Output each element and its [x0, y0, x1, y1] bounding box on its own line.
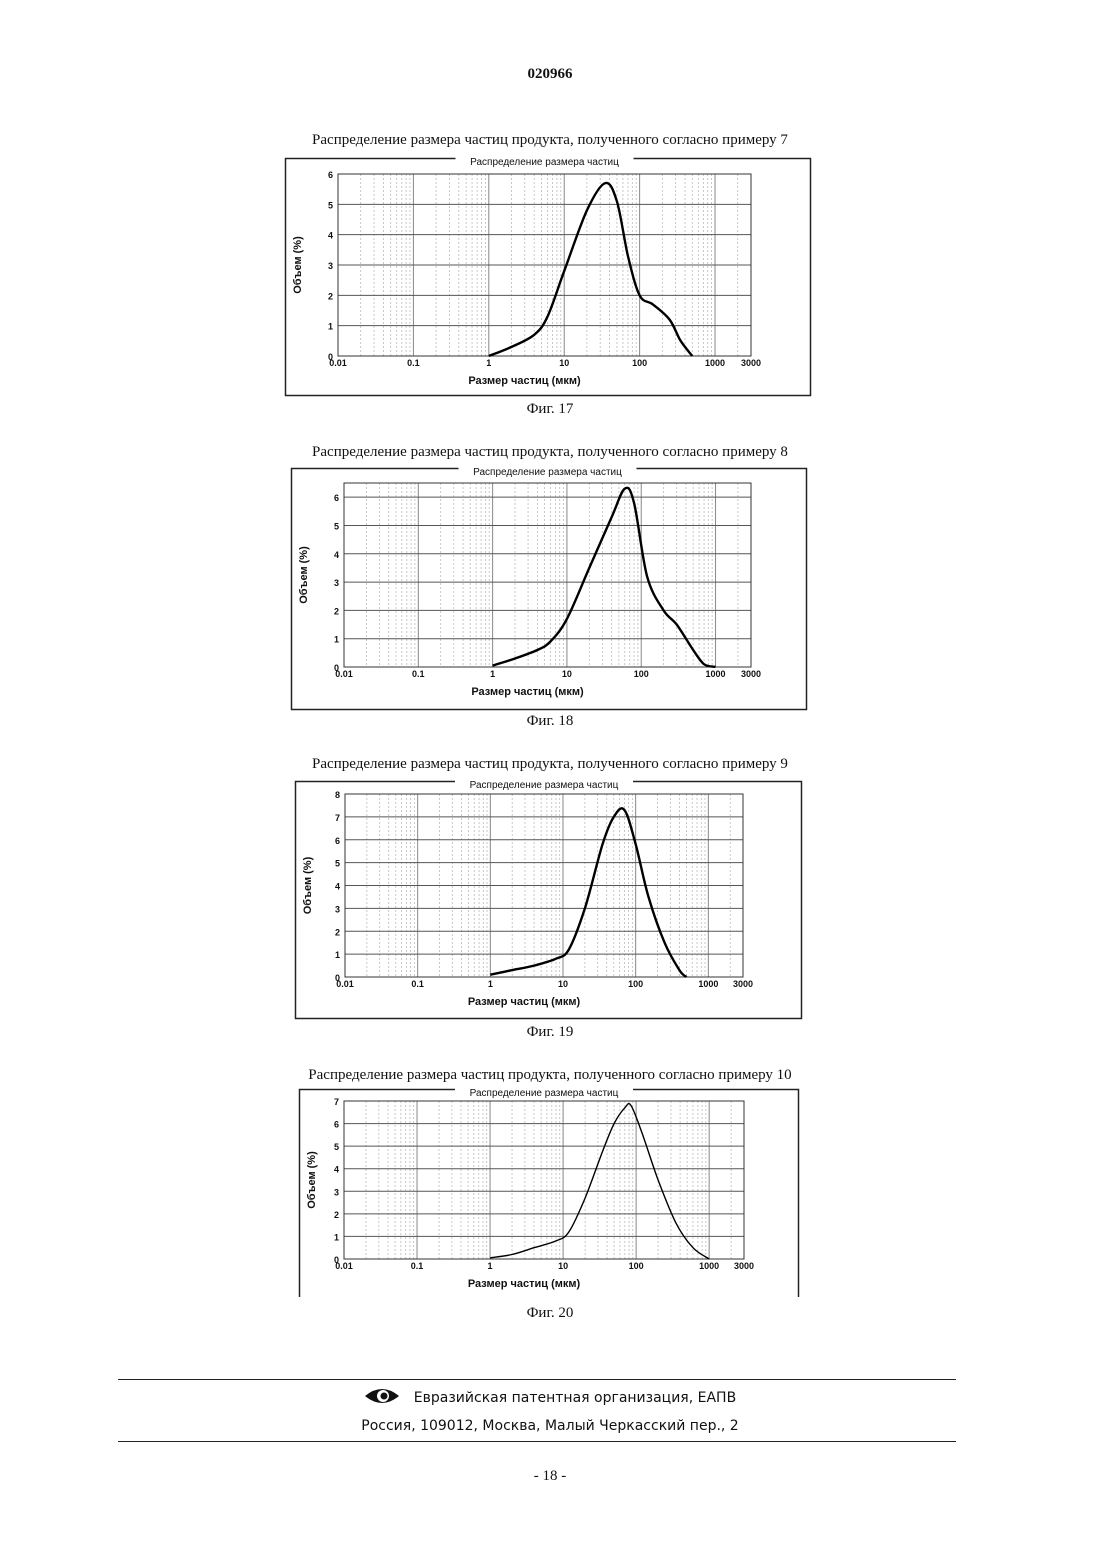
organization-name: Евразийская патентная организация, ЕАПВ: [414, 1390, 736, 1406]
x-axis-label: Размер частиц (мкм): [468, 996, 581, 1008]
x-tick-label: 1: [486, 358, 491, 368]
x-tick-label: 100: [629, 1261, 644, 1271]
x-tick-label: 1: [488, 979, 493, 989]
y-tick-label: 6: [328, 170, 333, 180]
y-axis-label: Объем (%): [292, 236, 304, 294]
particle-size-chart-fig20: Распределение размера частиц012345670.01…: [299, 1089, 799, 1297]
y-tick-label: 4: [328, 231, 333, 241]
chart-grid: [338, 174, 751, 356]
particle-size-chart-fig19: Распределение размера частиц0123456780.0…: [295, 781, 802, 1019]
x-tick-label: 3000: [733, 979, 753, 989]
x-tick-label: 10: [559, 358, 569, 368]
y-tick-label: 6: [334, 493, 339, 503]
x-tick-label: 10: [558, 1261, 568, 1271]
footer-divider: [118, 1441, 956, 1442]
x-tick-label: 1000: [698, 979, 718, 989]
y-tick-label: 4: [334, 550, 339, 560]
chart-grid: [345, 794, 743, 977]
page-number: - 18 -: [0, 1468, 1100, 1485]
chart-title: Распределение размера частиц: [470, 157, 619, 168]
x-tick-label: 0.1: [411, 1261, 424, 1271]
chart-frame: [292, 469, 807, 710]
x-tick-label: 1: [488, 1261, 493, 1271]
x-tick-label: 1000: [699, 1261, 719, 1271]
x-tick-label: 0.01: [335, 1261, 353, 1271]
x-tick-label: 100: [634, 669, 649, 679]
y-tick-label: 6: [335, 836, 340, 846]
distribution-curve: [493, 488, 716, 667]
y-tick-label: 2: [334, 1210, 339, 1220]
x-tick-label: 1: [490, 669, 495, 679]
figure-label: Фиг. 19: [0, 1024, 1100, 1041]
y-tick-label: 5: [334, 521, 339, 531]
distribution-curve: [489, 183, 693, 356]
footer-divider: [118, 1379, 956, 1380]
figure-label: Фиг. 17: [0, 401, 1100, 418]
x-tick-label: 10: [558, 979, 568, 989]
x-tick-label: 10: [562, 669, 572, 679]
x-axis-label: Размер частиц (мкм): [471, 686, 584, 698]
document-number: 020966: [0, 66, 1100, 83]
y-tick-label: 1: [334, 1232, 339, 1242]
figure-label: Фиг. 18: [0, 713, 1100, 730]
eapo-eye-logo-icon: [364, 1386, 400, 1410]
distribution-curve: [490, 808, 686, 977]
y-tick-label: 5: [335, 859, 340, 869]
y-axis-label: Объем (%): [298, 546, 310, 604]
chart-frame: [300, 1090, 799, 1298]
y-tick-label: 1: [334, 635, 339, 645]
x-tick-label: 3000: [734, 1261, 754, 1271]
y-tick-label: 7: [334, 1097, 339, 1107]
x-tick-label: 0.01: [336, 979, 354, 989]
x-tick-label: 100: [628, 979, 643, 989]
x-tick-label: 0.1: [407, 358, 420, 368]
y-tick-label: 5: [334, 1142, 339, 1152]
y-tick-label: 3: [328, 261, 333, 271]
footer-address: Россия, 109012, Москва, Малый Черкасский…: [0, 1418, 1100, 1434]
y-tick-label: 4: [334, 1165, 339, 1175]
chart-title: Распределение размера частиц: [473, 467, 622, 478]
chart-grid: [344, 483, 751, 667]
x-tick-label: 1000: [706, 669, 726, 679]
y-tick-label: 3: [334, 578, 339, 588]
figure-caption: Распределение размера частиц продукта, п…: [0, 1067, 1100, 1084]
x-tick-label: 0.1: [411, 979, 424, 989]
y-tick-label: 1: [335, 950, 340, 960]
x-axis-label: Размер частиц (мкм): [468, 1278, 581, 1290]
y-tick-label: 8: [335, 790, 340, 800]
y-tick-label: 7: [335, 813, 340, 823]
figure-caption: Распределение размера частиц продукта, п…: [0, 756, 1100, 773]
particle-size-chart-fig18: Распределение размера частиц01234560.010…: [291, 468, 807, 710]
y-tick-label: 1: [328, 322, 333, 332]
x-tick-label: 3000: [741, 669, 761, 679]
figure-caption: Распределение размера частиц продукта, п…: [0, 444, 1100, 461]
x-tick-label: 3000: [741, 358, 761, 368]
x-axis-label: Размер частиц (мкм): [468, 375, 581, 387]
figure-label: Фиг. 20: [0, 1305, 1100, 1322]
y-tick-label: 5: [328, 200, 333, 210]
chart-frame: [286, 159, 811, 396]
y-tick-label: 6: [334, 1120, 339, 1130]
y-tick-label: 2: [334, 606, 339, 616]
y-tick-label: 2: [335, 927, 340, 937]
x-tick-label: 100: [632, 358, 647, 368]
x-tick-label: 1000: [705, 358, 725, 368]
distribution-curve: [490, 1104, 709, 1259]
y-tick-label: 3: [335, 904, 340, 914]
y-tick-label: 4: [335, 882, 340, 892]
footer-organization: Евразийская патентная организация, ЕАПВ: [0, 1386, 1100, 1410]
y-axis-label: Объем (%): [302, 856, 314, 914]
x-tick-label: 0.1: [412, 669, 425, 679]
chart-title: Распределение размера частиц: [470, 780, 619, 791]
particle-size-chart-fig17: Распределение размера частиц01234560.010…: [285, 158, 811, 396]
x-tick-label: 0.01: [335, 669, 353, 679]
plot-area: [344, 483, 751, 667]
chart-title: Распределение размера частиц: [470, 1088, 619, 1099]
figure-caption: Распределение размера частиц продукта, п…: [0, 132, 1100, 149]
x-tick-label: 0.01: [329, 358, 347, 368]
y-tick-label: 3: [334, 1187, 339, 1197]
y-tick-label: 2: [328, 291, 333, 301]
y-axis-label: Объем (%): [306, 1151, 318, 1209]
